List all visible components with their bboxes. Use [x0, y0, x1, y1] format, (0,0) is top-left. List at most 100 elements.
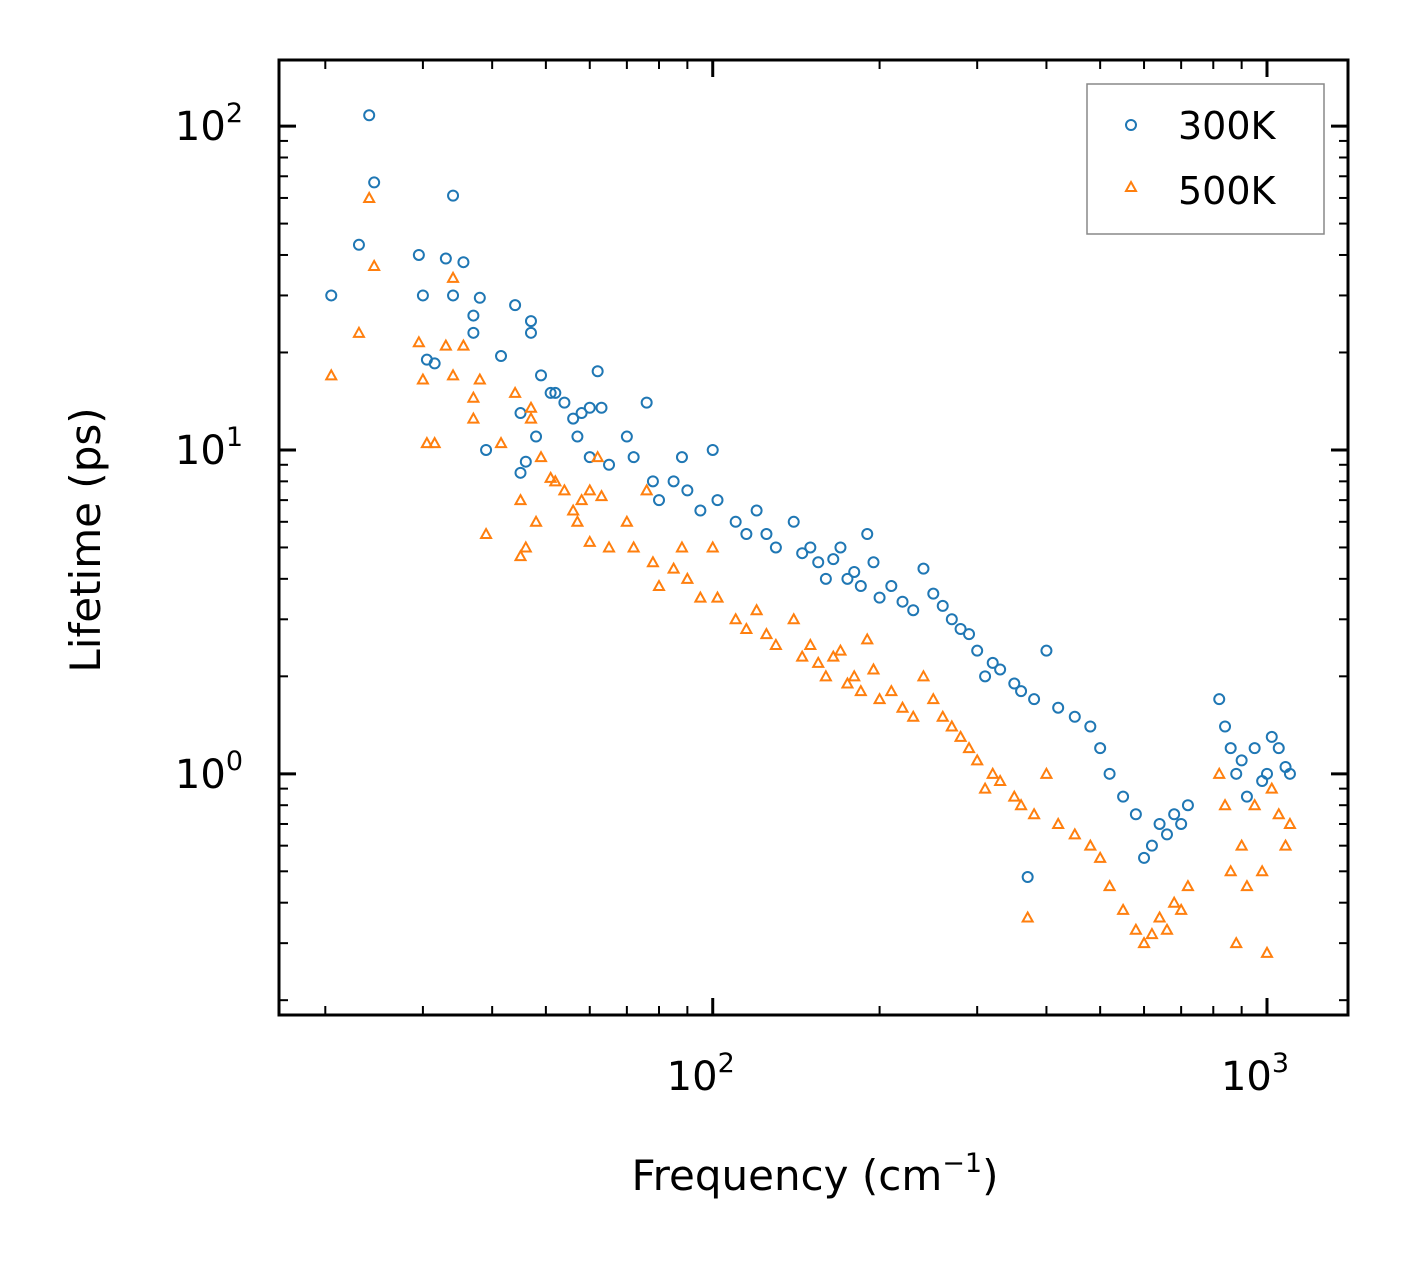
data-point-300k [412, 248, 425, 261]
data-point-500k [1051, 816, 1065, 829]
data-point-500k [860, 632, 874, 645]
data-point-300k [514, 466, 527, 479]
tick-labels: 102 103 100 101 102 [175, 98, 1289, 1100]
data-point-500k [1240, 879, 1254, 892]
data-point-300k [796, 547, 809, 560]
data-point-500k [811, 655, 825, 668]
data-point-500k [1278, 838, 1293, 851]
data-point-300k [667, 475, 680, 488]
data-point-500k [847, 669, 861, 682]
data-point-300k [954, 623, 967, 636]
data-point-500k [529, 514, 543, 527]
data-point-300k [819, 572, 832, 585]
data-point-300k [428, 357, 441, 370]
y-tick-label: 102 [175, 98, 243, 150]
data-point-500k [1129, 922, 1143, 935]
data-point-500k [439, 338, 453, 351]
data-point-300k [861, 528, 874, 541]
data-point-300k [1213, 693, 1226, 706]
data-point-500k [1212, 766, 1226, 779]
data-point-300k [885, 580, 898, 593]
data-point-500k [626, 540, 641, 553]
data-point-500k [1218, 798, 1232, 811]
data-point-300k [1175, 817, 1188, 830]
data-point-300k [595, 401, 608, 414]
data-point-500k [945, 719, 959, 732]
legend-300k-label: 300K [1178, 104, 1277, 148]
data-point-300k [549, 386, 562, 399]
data-point-500k [1255, 864, 1269, 877]
data-point-300k [750, 504, 763, 517]
series-500k [324, 190, 1297, 958]
data-point-300k [867, 556, 880, 569]
data-point-500k [324, 368, 338, 381]
data-point-500k [953, 729, 968, 742]
data-point-500k [895, 700, 910, 713]
data-point-300k [760, 528, 773, 541]
data-point-300k [1153, 817, 1166, 830]
data-point-300k [571, 430, 584, 443]
data-point-500k [916, 669, 931, 682]
data-point-500k [759, 627, 774, 640]
data-point-500k [646, 555, 660, 568]
data-point-500k [840, 676, 855, 689]
data-point-500k [728, 612, 743, 625]
data-point-300k [971, 644, 984, 657]
data-point-300k [1008, 677, 1021, 690]
data-point-300k [439, 252, 452, 265]
data-point-500k [866, 662, 881, 675]
data-point-500k [513, 549, 528, 562]
data-point-300k [936, 599, 949, 612]
data-point-300k [896, 595, 909, 608]
legend-500k-label: 500K [1178, 169, 1277, 213]
data-point-300k [524, 326, 537, 339]
series-300k [325, 109, 1296, 884]
data-point-500k [872, 692, 887, 705]
data-point-500k [993, 773, 1007, 787]
data-point-500k [473, 372, 487, 385]
data-point-300k [963, 628, 976, 641]
data-point-300k [787, 515, 800, 528]
data-point-300k [1240, 790, 1253, 803]
data-point-300k [907, 604, 920, 617]
data-point-300k [979, 670, 992, 683]
data-point-300k [509, 299, 522, 312]
data-point-300k [1248, 742, 1261, 755]
data-point-300k [514, 407, 527, 420]
data-point-300k [640, 396, 653, 409]
data-point-300k [567, 412, 580, 425]
data-point-500k [795, 649, 809, 662]
data-point-500k [602, 540, 616, 553]
data-point-300k [873, 591, 886, 604]
data-point-500k [420, 436, 434, 449]
data-point-300k [1219, 720, 1232, 733]
data-point-300k [986, 656, 999, 669]
data-point-500k [466, 390, 481, 403]
data-point-300k [834, 541, 847, 554]
data-point-500k [926, 692, 940, 705]
data-point-300k [519, 455, 532, 468]
data-point-300k [1040, 644, 1053, 657]
data-point-300k [627, 451, 640, 464]
data-point-300k [416, 289, 429, 302]
data-point-500k [1247, 798, 1262, 811]
data-point-500k [427, 436, 442, 449]
data-point-500k [367, 258, 381, 271]
data-point-300k [591, 365, 604, 378]
data-point-300k [1028, 693, 1041, 706]
data-point-500k [710, 590, 725, 603]
data-point-500k [1181, 879, 1195, 892]
data-point-500k [543, 470, 558, 483]
data-point-500k [739, 621, 754, 635]
data-point-300k [711, 494, 724, 507]
y-tick-label: 101 [175, 422, 243, 474]
data-point-500k [1145, 927, 1159, 940]
data-point-300k [368, 176, 381, 189]
data-point-500k [594, 489, 609, 502]
data-point-500k [583, 534, 597, 547]
data-point-300k [1160, 828, 1173, 841]
data-point-300k [1103, 767, 1116, 780]
data-point-300k [1235, 754, 1248, 767]
data-point-300k [994, 663, 1007, 676]
